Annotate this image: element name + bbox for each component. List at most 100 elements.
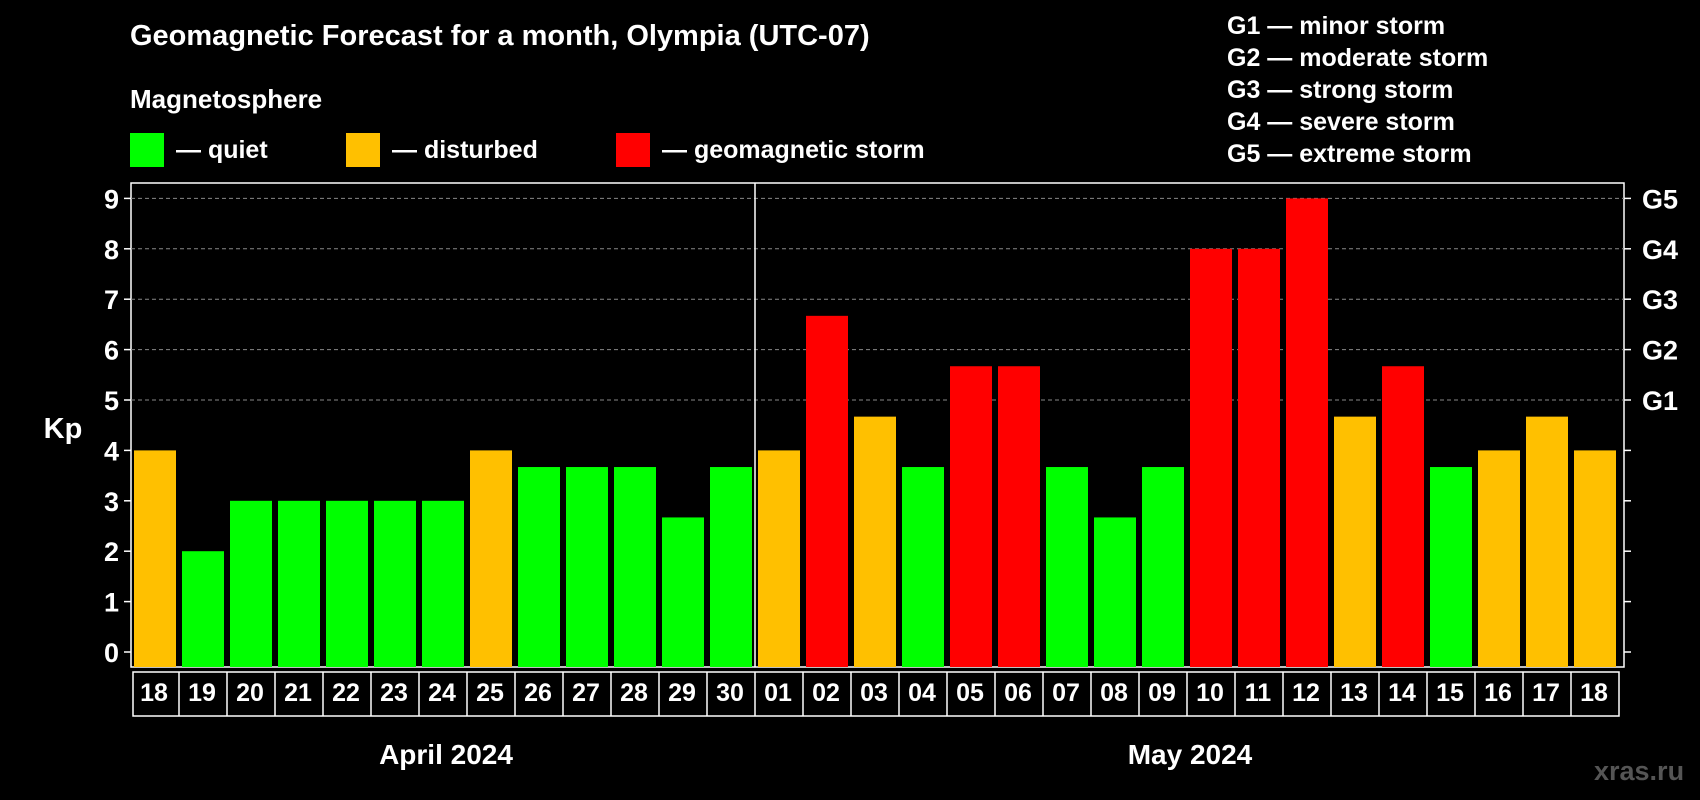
x-tick-label: 04 [908, 679, 936, 707]
y-tick-label: 6 [104, 336, 119, 366]
x-tick-label: 22 [332, 679, 360, 707]
kp-bar [1526, 416, 1568, 667]
kp-bar [278, 500, 320, 667]
kp-bar [1478, 450, 1520, 667]
x-tick-label: 28 [620, 679, 648, 707]
x-tick-label: 10 [1196, 679, 1224, 707]
storm-scale-g2: G2 — moderate storm [1227, 44, 1489, 72]
x-tick-label: 15 [1436, 679, 1464, 707]
kp-bar [1190, 248, 1232, 668]
x-tick-label: 18 [1580, 679, 1608, 707]
y-tick-label: 1 [104, 588, 119, 618]
legend-item-storm: — geomagnetic storm [616, 133, 925, 167]
kp-bar [1430, 467, 1472, 667]
legend-item-disturbed: — disturbed [346, 133, 538, 167]
x-tick-label: 17 [1532, 679, 1560, 707]
legend-label-disturbed: — disturbed [392, 135, 538, 164]
kp-bar [470, 450, 512, 667]
kp-bar [1334, 416, 1376, 667]
y-tick-label: 2 [104, 537, 119, 567]
x-tick-label: 02 [812, 679, 840, 707]
kp-bar [1094, 517, 1136, 667]
storm-scale-legend: G1 — minor storm G2 — moderate storm G3 … [1227, 10, 1488, 170]
x-tick-label: 27 [572, 679, 600, 707]
x-tick-label: 12 [1292, 679, 1320, 707]
storm-level-label: G5 [1642, 184, 1678, 214]
storm-scale-g4: G4 — severe storm [1227, 108, 1455, 136]
legend-swatch-disturbed [346, 133, 380, 167]
kp-bar [902, 467, 944, 667]
kp-bar [998, 366, 1040, 667]
x-tick-label: 24 [428, 679, 456, 707]
storm-scale-g3: G3 — strong storm [1227, 76, 1454, 104]
kp-bar [806, 315, 848, 667]
legend-subtitle: Magnetosphere [130, 84, 323, 114]
x-tick-label: 06 [1004, 679, 1032, 707]
date-axis-frame [132, 671, 1620, 717]
kp-bar [326, 500, 368, 667]
y-axis-label: Kp [44, 413, 83, 445]
legend-swatch-quiet [130, 133, 164, 167]
storm-level-label: G2 [1642, 336, 1678, 366]
kp-bar [134, 450, 176, 667]
x-tick-label: 08 [1100, 679, 1128, 707]
kp-bar [758, 450, 800, 667]
x-tick-label: 05 [956, 679, 984, 707]
y-tick-label: 8 [104, 235, 119, 265]
kp-bar [662, 517, 704, 667]
kp-bar [1238, 248, 1280, 668]
y-tick-label: 4 [104, 436, 119, 466]
legend-item-quiet: — quiet [130, 133, 268, 167]
x-tick-label: 20 [236, 679, 264, 707]
legend-label-quiet: — quiet [176, 135, 268, 164]
kp-bar [1046, 467, 1088, 667]
storm-scale-g5: G5 — extreme storm [1227, 140, 1472, 168]
kp-bar [374, 500, 416, 667]
legend-swatch-storm [616, 133, 650, 167]
x-tick-label: 09 [1148, 679, 1176, 707]
x-tick-label: 19 [188, 679, 216, 707]
month-label: May 2024 [1128, 739, 1253, 770]
watermark: xras.ru [1594, 756, 1685, 786]
month-label: April 2024 [379, 739, 513, 770]
kp-bar [1382, 366, 1424, 667]
x-tick-label: 07 [1052, 679, 1080, 707]
y-tick-label: 5 [104, 386, 119, 416]
kp-bar [1286, 198, 1328, 667]
kp-bar [422, 500, 464, 667]
x-tick-label: 23 [380, 679, 408, 707]
y-tick-label: 3 [104, 487, 119, 517]
x-tick-label: 03 [860, 679, 888, 707]
storm-level-label: G1 [1642, 386, 1678, 416]
y-tick-label: 7 [104, 285, 119, 315]
x-tick-label: 14 [1388, 679, 1416, 707]
chart-title: Geomagnetic Forecast for a month, Olympi… [130, 20, 870, 52]
kp-bar [1574, 450, 1616, 667]
kp-bar [1142, 467, 1184, 667]
x-tick-label: 30 [716, 679, 744, 707]
x-tick-label: 26 [524, 679, 552, 707]
storm-scale-g1: G1 — minor storm [1227, 12, 1446, 40]
y-tick-label: 9 [104, 184, 119, 214]
x-tick-label: 01 [764, 679, 792, 707]
x-tick-label: 13 [1340, 679, 1368, 707]
kp-bar [614, 467, 656, 667]
x-tick-label: 16 [1484, 679, 1512, 707]
kp-bar [518, 467, 560, 667]
storm-level-label: G3 [1642, 285, 1678, 315]
x-tick-label: 29 [668, 679, 696, 707]
y-tick-label: 0 [104, 638, 119, 668]
kp-bar [710, 467, 752, 667]
storm-level-label: G4 [1642, 235, 1678, 265]
x-tick-label: 11 [1245, 679, 1272, 707]
x-tick-label: 25 [476, 679, 504, 707]
kp-bar [230, 500, 272, 667]
x-tick-label: 18 [140, 679, 168, 707]
kp-bar [182, 551, 224, 667]
kp-bar [854, 416, 896, 667]
x-tick-label: 21 [284, 679, 312, 707]
kp-bar [950, 366, 992, 667]
kp-bar [566, 467, 608, 667]
legend-label-storm: — geomagnetic storm [662, 135, 925, 164]
